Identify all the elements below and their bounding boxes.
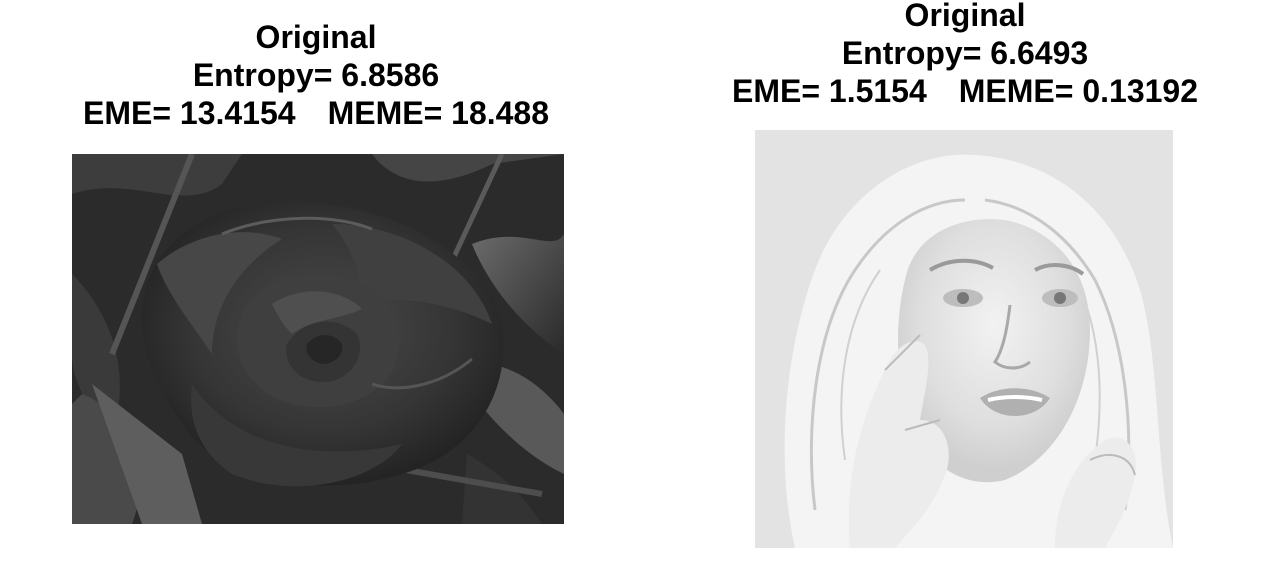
left-title-block: Original Entropy= 6.8586 EME= 13.4154 MEM…	[56, 18, 576, 132]
portrait-image-drawing	[755, 130, 1173, 548]
portrait-image	[755, 130, 1173, 548]
left-eme: EME= 13.4154	[82, 95, 296, 131]
right-entropy: Entropy= 6.6493	[841, 35, 1089, 71]
right-title: Original	[904, 0, 1026, 33]
right-metrics: EME= 1.5154 MEME= 0.13192	[700, 72, 1230, 110]
rose-image	[72, 154, 564, 524]
left-entropy: Entropy= 6.8586	[192, 57, 440, 93]
left-title: Original	[255, 19, 377, 55]
right-meme: MEME= 0.13192	[958, 73, 1199, 109]
rose-image-drawing	[72, 154, 564, 524]
left-metrics: EME= 13.4154 MEME= 18.488	[56, 94, 576, 132]
right-eme: EME= 1.5154	[731, 73, 927, 109]
left-meme: MEME= 18.488	[327, 95, 550, 131]
right-title-block: Original Entropy= 6.6493 EME= 1.5154 MEME…	[700, 0, 1230, 110]
